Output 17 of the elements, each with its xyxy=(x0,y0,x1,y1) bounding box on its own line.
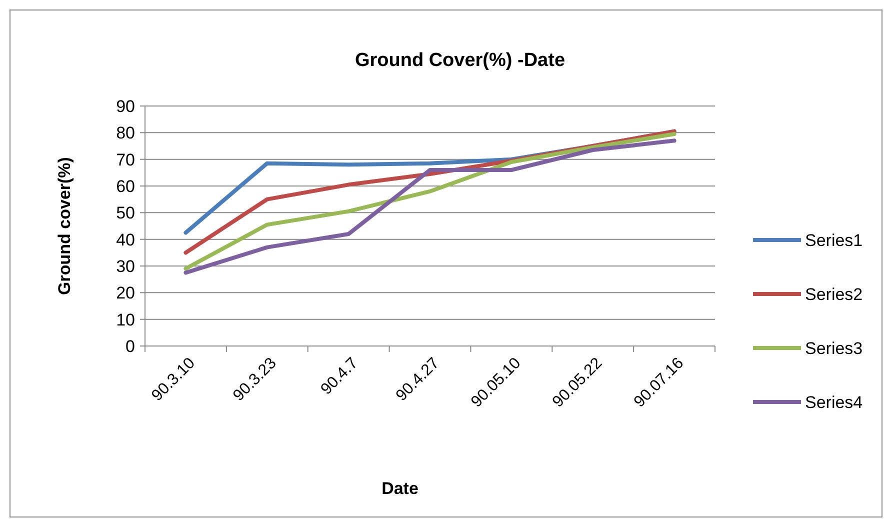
legend-label: Series2 xyxy=(805,284,863,304)
chart-title: Ground Cover(%) -Date xyxy=(354,50,566,71)
y-tick-label: 90 xyxy=(116,96,135,116)
y-tick-label: 10 xyxy=(116,310,135,330)
y-tick-label: 70 xyxy=(116,150,135,170)
y-tick-label: 60 xyxy=(116,176,135,196)
y-tick-label: 40 xyxy=(116,230,135,250)
legend-label: Series3 xyxy=(805,338,863,358)
legend-label: Series1 xyxy=(805,230,863,250)
y-tick-label: 50 xyxy=(116,204,135,223)
y-tick-label: 30 xyxy=(116,256,135,276)
y-tick-label: 20 xyxy=(116,284,135,303)
legend-label: Series4 xyxy=(805,392,863,412)
y-axis-title: Ground cover(%) xyxy=(55,157,74,295)
x-axis-title: Date xyxy=(382,479,418,498)
y-tick-label: 80 xyxy=(116,124,135,143)
y-tick-label: 0 xyxy=(126,336,135,356)
